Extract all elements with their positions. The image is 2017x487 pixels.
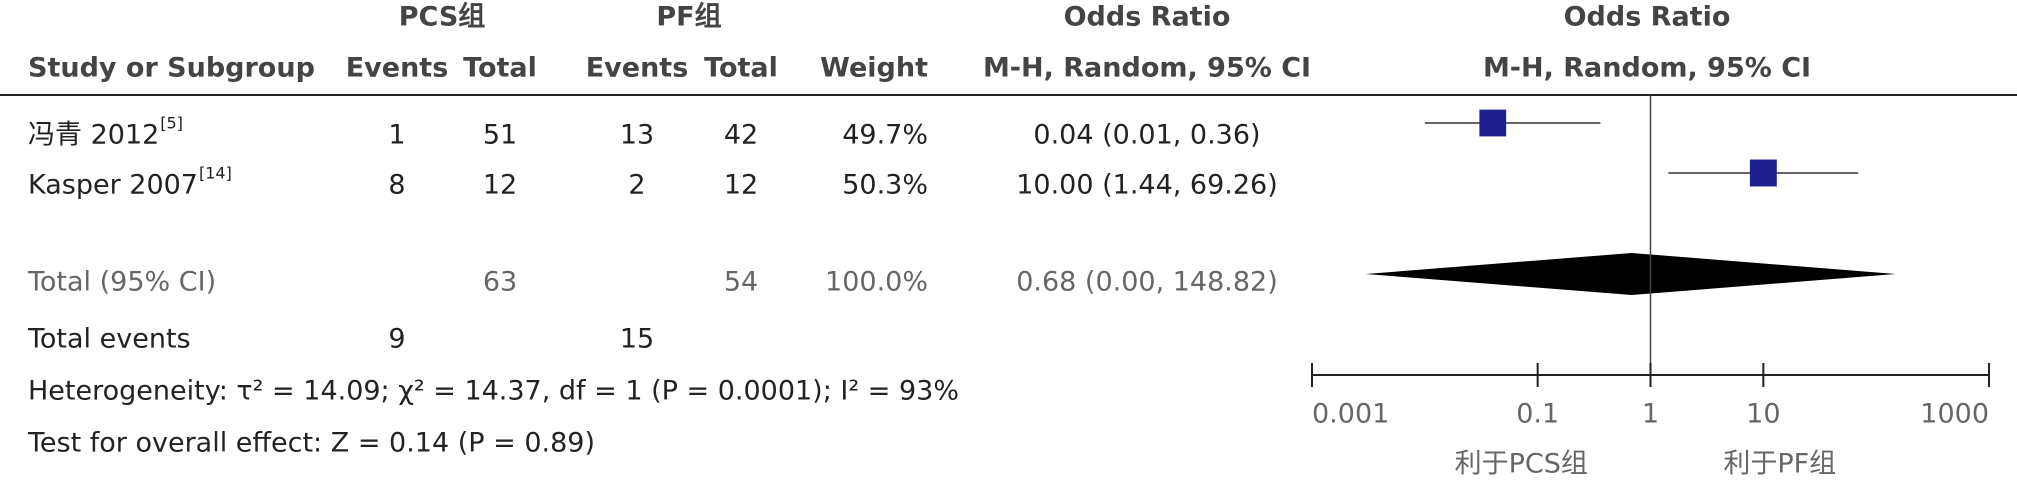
total: 54 — [724, 267, 758, 298]
events: 2 — [628, 170, 645, 201]
favours-label: 利于PCS组 — [1455, 449, 1588, 480]
or-header: Odds Ratio — [1064, 2, 1231, 33]
total: 42 — [724, 120, 758, 151]
study-marker — [1479, 109, 1507, 137]
heterogeneity: Heterogeneity: τ² = 14.09; χ² = 14.37, d… — [28, 376, 959, 407]
study-ref: [14] — [199, 164, 232, 183]
total-events: 9 — [388, 324, 405, 355]
group-header: PF组 — [656, 1, 721, 33]
x-tick-label: 0.1 — [1516, 399, 1559, 430]
overall-effect: Test for overall effect: Z = 0.14 (P = 0… — [27, 428, 595, 459]
x-tick-label: 0.001 — [1312, 399, 1389, 430]
plot-subheader: M-H, Random, 95% CI — [1483, 53, 1811, 84]
column-header: Events — [586, 53, 689, 84]
x-tick-label: 10 — [1746, 399, 1780, 430]
column-header: Weight — [820, 53, 928, 84]
events: 1 — [388, 120, 405, 151]
column-header: Total — [704, 53, 778, 84]
or-ci: 0.68 (0.00, 148.82) — [1016, 267, 1278, 298]
total-label: Total (95% CI) — [27, 267, 216, 298]
favours-label: 利于PF组 — [1723, 449, 1836, 480]
weight: 50.3% — [842, 170, 928, 201]
column-header: Total — [463, 53, 537, 84]
x-tick-label: 1 — [1642, 399, 1659, 430]
or-ci: 10.00 (1.44, 69.26) — [1016, 170, 1278, 201]
plot-header: Odds Ratio — [1564, 2, 1731, 33]
group-header: PCS组 — [399, 1, 486, 33]
total: 12 — [483, 170, 517, 201]
total-events-label: Total events — [27, 324, 191, 355]
weight: 49.7% — [842, 120, 928, 151]
study-name: 冯青 2012 — [28, 120, 159, 151]
events: 8 — [388, 170, 405, 201]
study-ref: [5] — [160, 114, 183, 133]
study-name: Kasper 2007 — [28, 170, 198, 201]
column-header: Study or Subgroup — [28, 53, 315, 84]
total: 63 — [483, 267, 517, 298]
pooled-diamond — [1365, 253, 1896, 295]
x-tick-label: 1000 — [1920, 399, 1989, 430]
study-marker — [1749, 159, 1777, 187]
total-events: 15 — [620, 324, 654, 355]
weight: 100.0% — [825, 267, 928, 298]
column-header: Events — [346, 53, 449, 84]
total: 51 — [483, 120, 517, 151]
or-subheader: M-H, Random, 95% CI — [983, 53, 1311, 84]
or-ci: 0.04 (0.01, 0.36) — [1033, 120, 1260, 151]
events: 13 — [620, 120, 654, 151]
total: 12 — [724, 170, 758, 201]
